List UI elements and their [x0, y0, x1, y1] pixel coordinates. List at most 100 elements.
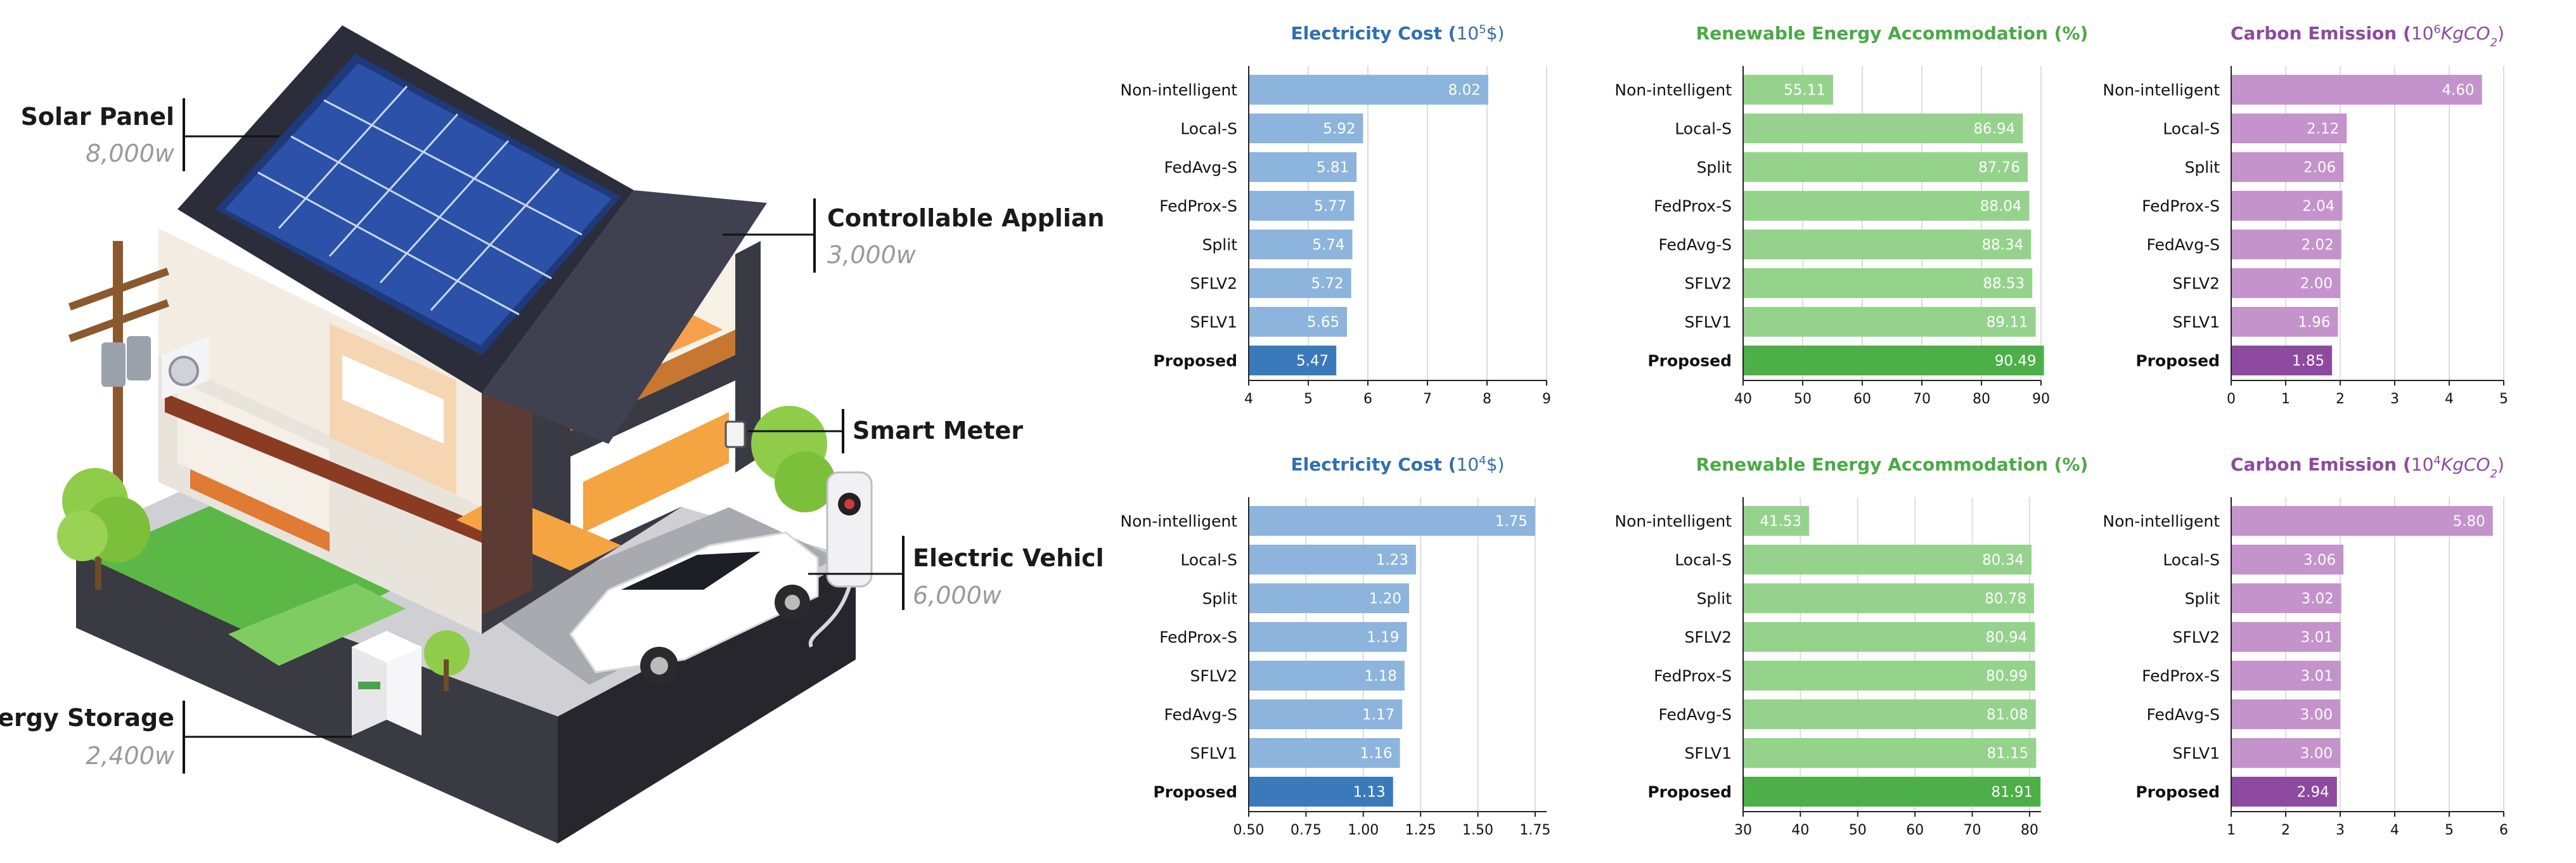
category-label: Local-S: [1180, 551, 1237, 569]
chart-title-unit-base: 10: [2411, 454, 2434, 475]
chart-title-unit: $): [1486, 454, 1505, 475]
value-label: 81.15: [1987, 746, 2028, 762]
bar-proposed: [1743, 777, 2041, 807]
energy-storage-unit: [352, 631, 422, 736]
value-label: 89.11: [1987, 315, 2028, 331]
category-label: FedProx-S: [1159, 197, 1237, 216]
chart-title-unit-base: 10: [2411, 23, 2434, 44]
chart-carbon-bottom: Carbon Emission (104KgCO2) Non-intelligen…: [2085, 444, 2567, 859]
x-tick-label: 40: [1734, 391, 1752, 407]
x-tick-label: 80: [2021, 822, 2038, 838]
x-tick-label: 0: [2227, 391, 2236, 407]
category-label: FedProx-S: [1159, 628, 1237, 647]
chart-title-subscript: 2: [2490, 467, 2497, 481]
bar-proposed: [2231, 777, 2337, 807]
chart-title-exponent: 6: [2433, 23, 2440, 36]
bar-split: [1249, 583, 1410, 613]
chart-title-main: Electricity Cost (: [1291, 454, 1457, 475]
callout-energy-storage: Energy Storage 2,400w: [0, 701, 352, 774]
chart-electricity-cost-bottom: Electricity Cost (104$) Non-intelligent 1.…: [1103, 444, 1610, 859]
callout-appliance-sub: 3,000w: [827, 241, 917, 269]
callout-ev-title: Electric Vehicle: [913, 544, 1103, 572]
bar-non-intelligent: [2231, 506, 2493, 536]
category-label: Non-intelligent: [2103, 512, 2220, 531]
x-tick-label: 80: [1973, 391, 1990, 407]
value-label: 2.00: [2300, 276, 2333, 292]
chart-title-main: Renewable Energy Accommodation (%): [1696, 23, 2089, 44]
value-label: 5.80: [2453, 514, 2485, 530]
chart-title-main: Electricity Cost (: [1291, 23, 1457, 44]
value-label: 1.18: [1365, 668, 1397, 685]
x-tick-label: 0.50: [1233, 822, 1265, 838]
category-label: Non-intelligent: [1614, 512, 1732, 531]
value-label: 1.75: [1495, 514, 1528, 530]
chart-renewable-top: Renewable Energy Accommodation (%) Non-in…: [1597, 13, 2104, 427]
value-label: 3.06: [2303, 552, 2336, 569]
utility-pole: [68, 241, 170, 514]
category-label: Split: [1202, 236, 1238, 254]
x-tick-label: 1.25: [1405, 822, 1436, 838]
chart-renewable-bottom: Renewable Energy Accommodation (%) Non-in…: [1597, 444, 2104, 859]
category-label: SFLV2: [1190, 667, 1237, 685]
x-tick-label: 70: [1964, 822, 1981, 838]
category-label: SFLV2: [1685, 275, 1732, 293]
value-label: 1.16: [1360, 746, 1392, 762]
value-label: 1.19: [1367, 630, 1399, 646]
bar-non-intelligent: [1249, 75, 1488, 105]
value-label: 5.81: [1317, 160, 1349, 176]
category-label: Local-S: [1675, 551, 1732, 569]
value-label: 1.96: [2298, 315, 2330, 331]
electric-vehicle: [569, 531, 819, 685]
chart-title: Electricity Cost (105$): [1291, 23, 1505, 44]
value-label: 80.99: [1986, 668, 2028, 685]
value-label: 3.02: [2302, 591, 2334, 607]
value-label: 2.94: [2297, 784, 2329, 801]
value-label: 2.02: [2302, 237, 2334, 254]
value-label: 3.01: [2301, 630, 2333, 646]
bar-sflv1: [2231, 738, 2340, 768]
bar-split: [1249, 230, 1353, 259]
x-tick-label: 8: [1483, 391, 1491, 407]
chart-title-end: ): [2497, 454, 2504, 475]
bar-proposed: [1249, 346, 1337, 375]
value-label: 3.01: [2301, 668, 2333, 685]
category-label: SFLV1: [1190, 744, 1237, 763]
value-label: 88.34: [1982, 237, 2024, 254]
bar-fedprox-s: [2231, 661, 2341, 691]
category-label: Proposed: [1153, 352, 1237, 370]
x-tick-label: 4: [1244, 391, 1253, 407]
bar-non-intelligent: [1249, 506, 1535, 536]
callout-smart-meter: Smart Meter: [748, 409, 1023, 453]
bar-fedprox-s: [2231, 191, 2343, 221]
category-label: FedProx-S: [2142, 667, 2220, 685]
callout-solar-panel: Solar Panel 8,000w: [21, 98, 279, 171]
category-label: SFLV1: [1685, 744, 1732, 763]
bar-fedprox-s: [1249, 191, 1355, 221]
category-label: Split: [1697, 159, 1732, 177]
ev-charger: [808, 471, 873, 648]
value-label: 88.04: [1980, 198, 2022, 215]
chart-title-unit: KgCO: [2441, 454, 2490, 475]
category-label: SFLV1: [1685, 313, 1732, 332]
value-label: 2.06: [2303, 160, 2336, 176]
value-label: 5.92: [1323, 121, 1355, 138]
x-tick-label: 1.75: [1519, 822, 1550, 838]
smart-meter-device: [724, 420, 746, 448]
x-tick-label: 40: [1791, 822, 1809, 838]
bar-local-s: [2231, 114, 2347, 143]
solar-panel-array: [216, 54, 621, 355]
category-label: SFLV2: [2173, 275, 2220, 293]
value-label: 5.47: [1296, 353, 1329, 370]
category-label: Proposed: [1153, 783, 1237, 801]
category-label: Proposed: [2135, 352, 2220, 370]
callout-ev-sub: 6,000w: [913, 581, 1002, 609]
category-label: Split: [2185, 159, 2220, 177]
category-label: Non-intelligent: [1120, 81, 1237, 100]
balcony: [165, 393, 488, 545]
bar-local-s: [2231, 545, 2344, 574]
x-tick-label: 6: [2499, 822, 2508, 838]
value-label: 81.91: [1991, 784, 2033, 801]
x-tick-label: 7: [1423, 391, 1432, 407]
chart-title-unit: $): [1486, 23, 1505, 44]
value-label: 1.20: [1369, 591, 1401, 607]
